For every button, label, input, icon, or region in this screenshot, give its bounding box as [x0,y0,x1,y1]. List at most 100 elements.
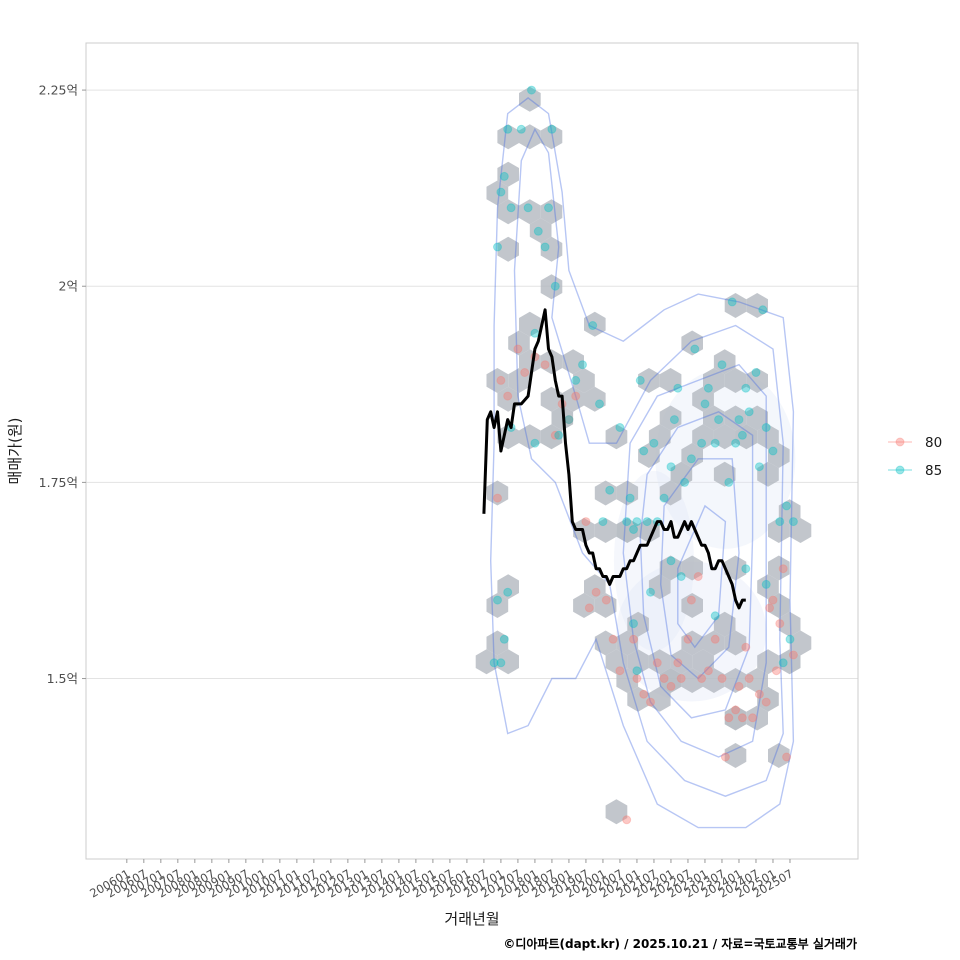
hex-bin [616,630,639,656]
hex-bin [681,630,703,656]
data-point-85 [741,564,751,574]
data-point-85 [506,203,516,213]
data-point-80 [629,634,638,644]
hex-bin [648,649,671,675]
hex-bin [768,518,790,543]
y-axis-title: 매매가(원) [6,418,24,485]
data-point-80 [571,391,581,401]
hex-bin [594,630,617,656]
data-point-85 [697,438,707,448]
data-point-85 [744,407,754,417]
data-point-85 [605,485,615,495]
data-point-85 [499,634,509,644]
data-point-85 [741,383,751,393]
hex-bin [703,405,725,431]
hex-bin [486,593,509,618]
data-point-80 [686,595,696,605]
hex-bin [746,405,768,431]
data-point-80 [666,681,676,691]
hex-bin [486,480,509,506]
hex-bin [529,218,552,243]
hex-bin [497,236,519,262]
hex-bin [497,574,519,600]
density-contour-layer [489,97,795,829]
y-tick-label: 1.75억 [39,475,78,490]
data-point-85 [775,517,785,527]
source-caption: ©디아파트(dapt.kr) / 2025.10.21 / 자료=국토교통부 실… [503,936,857,951]
data-point-85 [737,430,747,440]
hex-bin [648,574,671,600]
data-point-80 [676,674,686,683]
hex-bin [768,593,790,618]
data-point-80 [761,697,771,707]
y-axis: 1.5억 1.75억 2억 2.25억 [39,83,86,686]
x-axis: 2006012006072007012007072008012008072009… [87,859,796,901]
density-contour [677,504,727,649]
hex-bin [778,649,801,675]
hex-bin [562,349,584,375]
hex-bin [497,124,519,150]
data-point-85 [673,383,683,393]
hex-bin [540,199,563,225]
hex-bin [638,518,660,543]
density-contour [622,363,767,758]
data-point-85 [778,658,788,668]
data-point-85 [785,634,795,644]
hex-bin [778,611,801,637]
data-point-85 [666,462,676,472]
data-point-85 [635,375,645,385]
hex-bin [768,443,790,468]
data-point-85 [649,438,659,448]
hex-bin [573,593,595,618]
data-point-85 [496,187,506,197]
hex-bin [648,424,671,450]
hex-bin [757,424,779,450]
hex-bin [540,274,563,300]
hex-bin [757,461,779,487]
data-point-80 [771,666,781,676]
data-point-80 [601,595,611,605]
density-contour [513,127,784,797]
data-point-80 [639,689,649,699]
data-point-85 [629,525,638,534]
data-point-80 [765,603,775,613]
hex-bin [746,368,768,393]
data-point-85 [547,124,557,134]
hexbin-layer [475,86,812,825]
data-point-80 [673,658,683,668]
hex-bin [540,424,563,450]
hex-bin [584,574,606,600]
data-point-85 [768,446,778,456]
hex-bin [703,630,725,656]
data-point-80 [717,674,727,683]
x-axis-title: 거래년월 [444,910,499,928]
legend-label: 80 [925,435,942,451]
hex-bin [519,424,541,450]
data-point-80 [503,391,513,401]
hex-bin [789,630,812,656]
hex-bin [681,555,703,581]
data-point-80 [584,603,594,613]
data-point-85 [788,517,798,527]
data-point-85 [530,438,540,448]
data-point-85 [496,658,506,668]
hex-bin [627,649,649,675]
data-point-80 [591,587,601,597]
y-tick-label: 2억 [59,279,78,294]
hex-bin [540,236,563,262]
data-point-85 [690,344,700,354]
data-point-85 [680,477,690,487]
hex-bin [648,686,671,712]
data-point-80 [748,713,758,723]
data-point-80 [775,619,785,629]
data-point-85 [754,462,764,472]
hex-bin [508,330,530,356]
data-point-85 [659,493,669,503]
hex-bin [605,424,628,450]
hex-bin [594,518,617,543]
legend-key-dot [895,437,905,447]
data-point-85 [503,587,513,597]
hex-bin [519,124,541,150]
hex-bin [746,705,768,731]
